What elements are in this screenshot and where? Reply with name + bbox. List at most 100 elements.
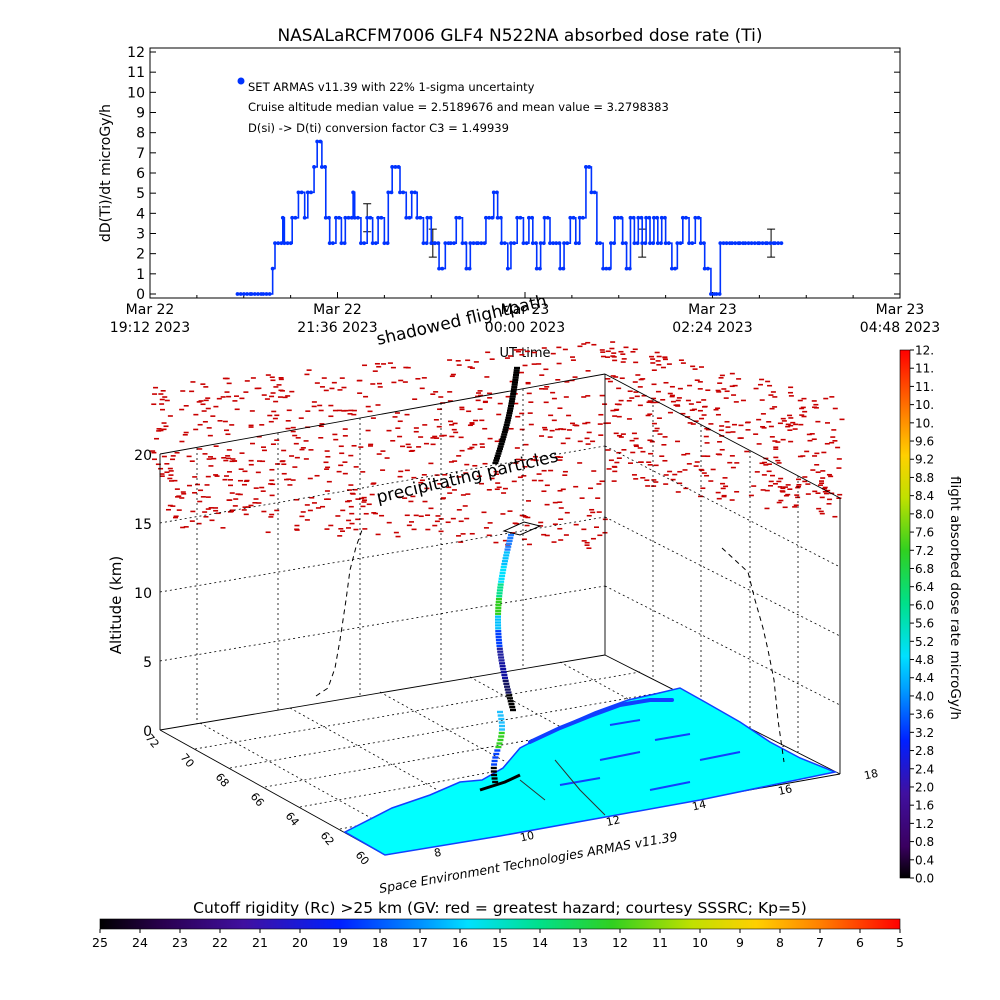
rigidity-tick-label: 12	[612, 935, 628, 950]
series-point	[717, 292, 722, 296]
flight-path-point	[496, 641, 503, 645]
colorbar-tick-label: 9.2	[915, 453, 934, 467]
x-axis-label: UT time	[500, 346, 551, 361]
flight-path-point	[497, 445, 504, 448]
series-point	[705, 266, 710, 271]
flight-path-point	[499, 662, 506, 665]
flight-path-point	[502, 676, 509, 680]
flight-path-point	[507, 407, 514, 410]
rigidity-gradient	[99, 918, 901, 930]
flight-path-point	[511, 383, 518, 386]
series-point	[499, 241, 504, 246]
flight-path-point	[498, 717, 505, 721]
flight-path-point	[500, 667, 507, 671]
series-point	[746, 241, 751, 246]
series-point	[752, 241, 757, 246]
series-point	[252, 292, 257, 296]
series-point	[296, 190, 301, 195]
y-axis-label: dD(Ti)/dt microGy/h	[98, 104, 114, 242]
y-tick-label: 1	[136, 267, 145, 283]
flight-path-point	[501, 433, 508, 436]
series-point	[273, 241, 277, 246]
flight-path-point	[495, 600, 502, 604]
flight-path-point	[506, 539, 513, 543]
flight-path-point	[498, 724, 505, 728]
series-point	[632, 241, 637, 246]
rigidity-tick-label: 20	[292, 935, 308, 950]
colorbar-tick-label: 0.8	[915, 835, 934, 849]
colorbar-tick-label: 12.	[915, 344, 934, 358]
flight-path-point	[497, 653, 504, 656]
rigidity-tick-label: 18	[372, 935, 388, 950]
flight-path-point	[507, 536, 514, 540]
series-point	[318, 139, 323, 144]
flight-path-point	[501, 673, 508, 677]
flight-path-point	[493, 752, 500, 756]
series-point	[389, 190, 394, 195]
series-point	[538, 241, 543, 246]
series-point	[743, 241, 748, 246]
chart-title: NASALaRCFM7006 GLF4 N522NA absorbed dose…	[277, 26, 762, 46]
series-point	[293, 215, 298, 220]
series-point	[554, 241, 559, 246]
series-point	[515, 215, 520, 220]
dose-rate-colorbar: 12. 11. 11. 10. 10. 9.6 9.2 8.8 8.4 8.0 7.6 7.2 6.8 6…	[899, 344, 963, 886]
series-point	[279, 241, 284, 246]
flight-path-point	[493, 457, 500, 460]
flight-path-point	[500, 568, 507, 572]
aircraft-marker	[502, 521, 542, 536]
flight-path-point	[505, 416, 512, 420]
colorbar-tick-label: 8.4	[915, 489, 934, 503]
flight-path-point	[497, 650, 504, 653]
series-point	[235, 292, 240, 296]
series-point	[730, 241, 734, 246]
flight-path-point	[505, 691, 512, 694]
flight-path-point	[509, 397, 516, 401]
series-point	[343, 215, 348, 220]
series-point	[498, 215, 503, 220]
flight-path-point	[499, 440, 506, 443]
series-point	[589, 190, 594, 195]
flight-path-point	[508, 402, 515, 405]
flight-path-point	[511, 385, 518, 389]
series-point	[592, 190, 597, 195]
series-point	[302, 215, 307, 220]
flight-path-point	[510, 390, 517, 393]
altitude-tick-label: 5	[143, 655, 152, 671]
flight-path-point	[503, 423, 510, 427]
series-point	[464, 266, 469, 271]
series-point	[495, 215, 500, 220]
series-point	[276, 241, 281, 246]
altitude-tick-label: 10	[134, 586, 152, 602]
y-tick-label: 12	[127, 45, 145, 61]
series-point	[612, 241, 617, 246]
series-point	[651, 241, 656, 246]
y-tick-label: 2	[136, 247, 145, 263]
legend-line-3: D(si) -> D(ti) conversion factor C3 = 1.…	[248, 121, 509, 135]
colorbar-tick-label: 7.2	[915, 544, 934, 558]
series-point	[330, 241, 335, 246]
series-point	[690, 241, 695, 246]
series-point	[267, 292, 272, 296]
series-point	[327, 241, 332, 246]
flight-path-point	[512, 381, 519, 384]
series-point	[386, 190, 391, 195]
series-point	[334, 215, 338, 220]
series-point	[429, 241, 434, 246]
series-point	[724, 241, 729, 246]
series-point	[256, 292, 260, 296]
series-point	[428, 215, 433, 220]
legend-line-2: Cruise altitude median value = 2.5189676…	[248, 100, 669, 114]
flight-path-point	[492, 780, 499, 784]
flight-path-point	[507, 700, 514, 703]
series-point	[709, 292, 713, 296]
flight-path-point	[495, 609, 502, 613]
series-point	[355, 215, 360, 220]
x-tick-label-time: 02:24 2023	[672, 320, 752, 336]
series-point	[457, 215, 462, 220]
series-point	[409, 190, 414, 195]
flight-path	[490, 366, 520, 784]
flight-path-point	[497, 586, 504, 589]
series-point	[530, 241, 535, 246]
x-tick-label-date: Mar 22	[126, 302, 175, 318]
